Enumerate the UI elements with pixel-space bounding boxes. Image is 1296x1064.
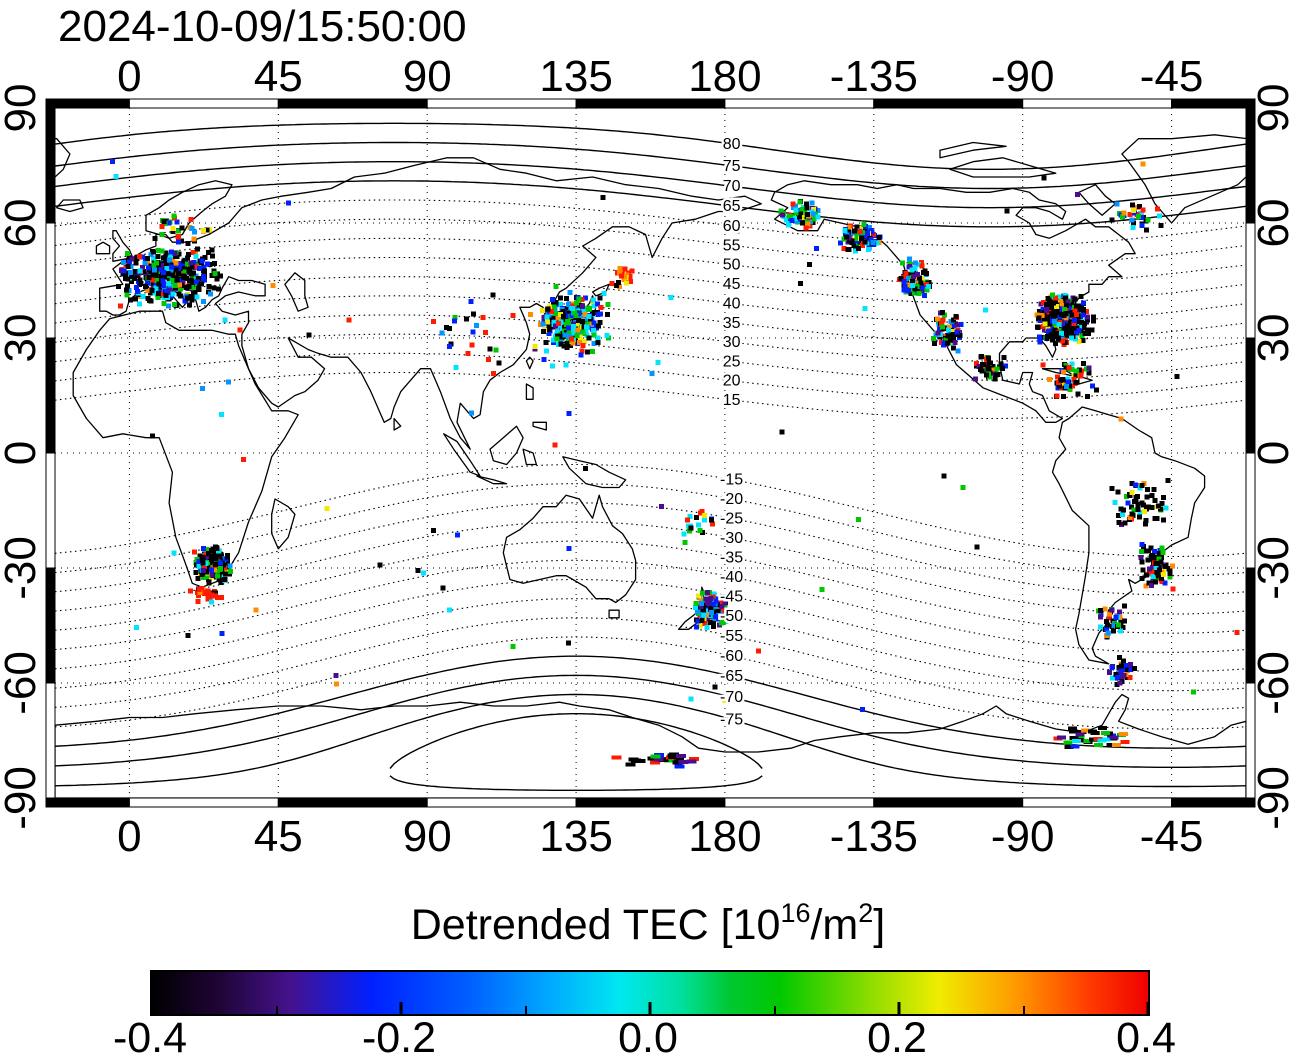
axis-labels: 0045459090135135180180-135-135-90-90-45-… <box>0 52 1296 861</box>
lon-tick-label-top: -135 <box>830 52 918 101</box>
colorbar-major-tick <box>399 1002 403 1014</box>
svg-text:-70: -70 <box>720 689 743 706</box>
lat-tick-label-left: 90 <box>0 84 45 133</box>
lat-tick-label-right: -30 <box>1249 536 1296 600</box>
svg-text:45: 45 <box>723 276 741 293</box>
lon-tick-label-bottom: 180 <box>688 812 761 861</box>
colorbar-major-tick <box>1146 1002 1150 1014</box>
lat-tick-label-left: -60 <box>0 651 45 715</box>
svg-text:15: 15 <box>723 392 741 409</box>
lat-tick-label-right: 0 <box>1249 441 1296 465</box>
svg-text:-35: -35 <box>720 549 743 566</box>
svg-text:70: 70 <box>723 178 741 195</box>
map-frame <box>45 98 1256 808</box>
colorbar-title-superscript: 2 <box>858 898 874 928</box>
lon-tick-label-bottom: -90 <box>991 812 1055 861</box>
colorbar-title-text: /m <box>810 901 859 949</box>
colorbar-minor-tick <box>1022 1006 1025 1014</box>
contour-labels: 15 20 25 30 35 40 45 50 55 60 65 70 75 80 -15 -20 -25 -30… <box>718 133 746 731</box>
lat-tick-label-left: -90 <box>0 766 45 830</box>
svg-text:30: 30 <box>723 334 741 351</box>
colorbar-minor-tick <box>275 1006 278 1014</box>
lon-tick-label-top: 0 <box>117 52 141 101</box>
graticule <box>55 108 1246 798</box>
svg-text:80: 80 <box>723 136 741 153</box>
colorbar-minor-tick <box>524 1006 527 1014</box>
lon-tick-label-top: -90 <box>991 52 1055 101</box>
colorbar-major-tick <box>897 1002 901 1014</box>
svg-text:-45: -45 <box>720 589 743 606</box>
colorbar-title: Detrended TEC [1016/m2] <box>0 898 1296 950</box>
timestamp-title: 2024-10-09/15:50:00 <box>58 2 467 51</box>
svg-text:60: 60 <box>723 218 741 235</box>
lon-tick-label-bottom: -135 <box>830 812 918 861</box>
lon-tick-label-bottom: 45 <box>254 812 303 861</box>
lon-tick-label-top: 45 <box>254 52 303 101</box>
magnetic-contours <box>55 122 1246 791</box>
colorbar-tick-label: -0.2 <box>361 1014 437 1062</box>
lon-tick-label-bottom: -45 <box>1140 812 1204 861</box>
svg-text:-15: -15 <box>720 472 743 489</box>
lat-tick-label-left: 60 <box>0 199 45 248</box>
svg-text:-25: -25 <box>720 510 743 527</box>
svg-text:-50: -50 <box>720 608 743 625</box>
tec-points <box>110 159 1240 769</box>
svg-text:75: 75 <box>723 158 741 175</box>
lat-tick-label-left: 0 <box>0 441 45 465</box>
lon-tick-label-bottom: 90 <box>403 812 452 861</box>
lon-tick-label-top: 135 <box>539 52 612 101</box>
svg-text:50: 50 <box>723 257 741 274</box>
svg-text:40: 40 <box>723 296 741 313</box>
lon-tick-label-top: 180 <box>688 52 761 101</box>
svg-text:-75: -75 <box>720 712 743 729</box>
lon-tick-label-top: -45 <box>1140 52 1204 101</box>
lat-tick-label-right: -60 <box>1249 651 1296 715</box>
svg-text:35: 35 <box>723 315 741 332</box>
colorbar-tick-label: -0.4 <box>112 1014 188 1062</box>
colorbar-major-tick <box>150 1002 154 1014</box>
world-map-plot: 15 20 25 30 35 40 45 50 55 60 65 70 75 80 -15 -20 -25 -30… <box>0 52 1296 861</box>
colorbar-title-superscript: 16 <box>780 898 811 928</box>
svg-text:-65: -65 <box>720 668 743 685</box>
lat-tick-label-right: 30 <box>1249 314 1296 363</box>
lon-tick-label-bottom: 0 <box>117 812 141 861</box>
lat-tick-label-left: -30 <box>0 536 45 600</box>
svg-text:-40: -40 <box>720 569 743 586</box>
lat-tick-label-left: 30 <box>0 314 45 363</box>
colorbar-minor-tick <box>773 1006 776 1014</box>
svg-text:65: 65 <box>723 198 741 215</box>
lat-tick-label-right: -90 <box>1249 766 1296 830</box>
colorbar-title-text: ] <box>873 901 886 949</box>
colorbar-title-text: Detrended TEC [10 <box>410 901 781 949</box>
svg-text:-60: -60 <box>720 648 743 665</box>
lat-tick-label-right: 60 <box>1249 199 1296 248</box>
svg-text:-55: -55 <box>720 628 743 645</box>
svg-text:20: 20 <box>723 373 741 390</box>
lon-tick-label-top: 90 <box>403 52 452 101</box>
colorbar-tick-label: 0.2 <box>867 1014 927 1062</box>
colorbar-tick-label: 0.0 <box>618 1014 678 1062</box>
colorbar-major-tick <box>648 1002 652 1014</box>
colorbar-labels: -0.4 -0.2 0.0 0.2 0.4 <box>113 1014 1176 1064</box>
svg-text:-30: -30 <box>720 530 743 547</box>
lat-tick-label-right: 90 <box>1249 84 1296 133</box>
svg-text:25: 25 <box>723 353 741 370</box>
svg-text:-20: -20 <box>720 491 743 508</box>
svg-text:55: 55 <box>723 237 741 254</box>
colorbar-tick-label: 0.4 <box>1116 1014 1176 1062</box>
lon-tick-label-bottom: 135 <box>539 812 612 861</box>
